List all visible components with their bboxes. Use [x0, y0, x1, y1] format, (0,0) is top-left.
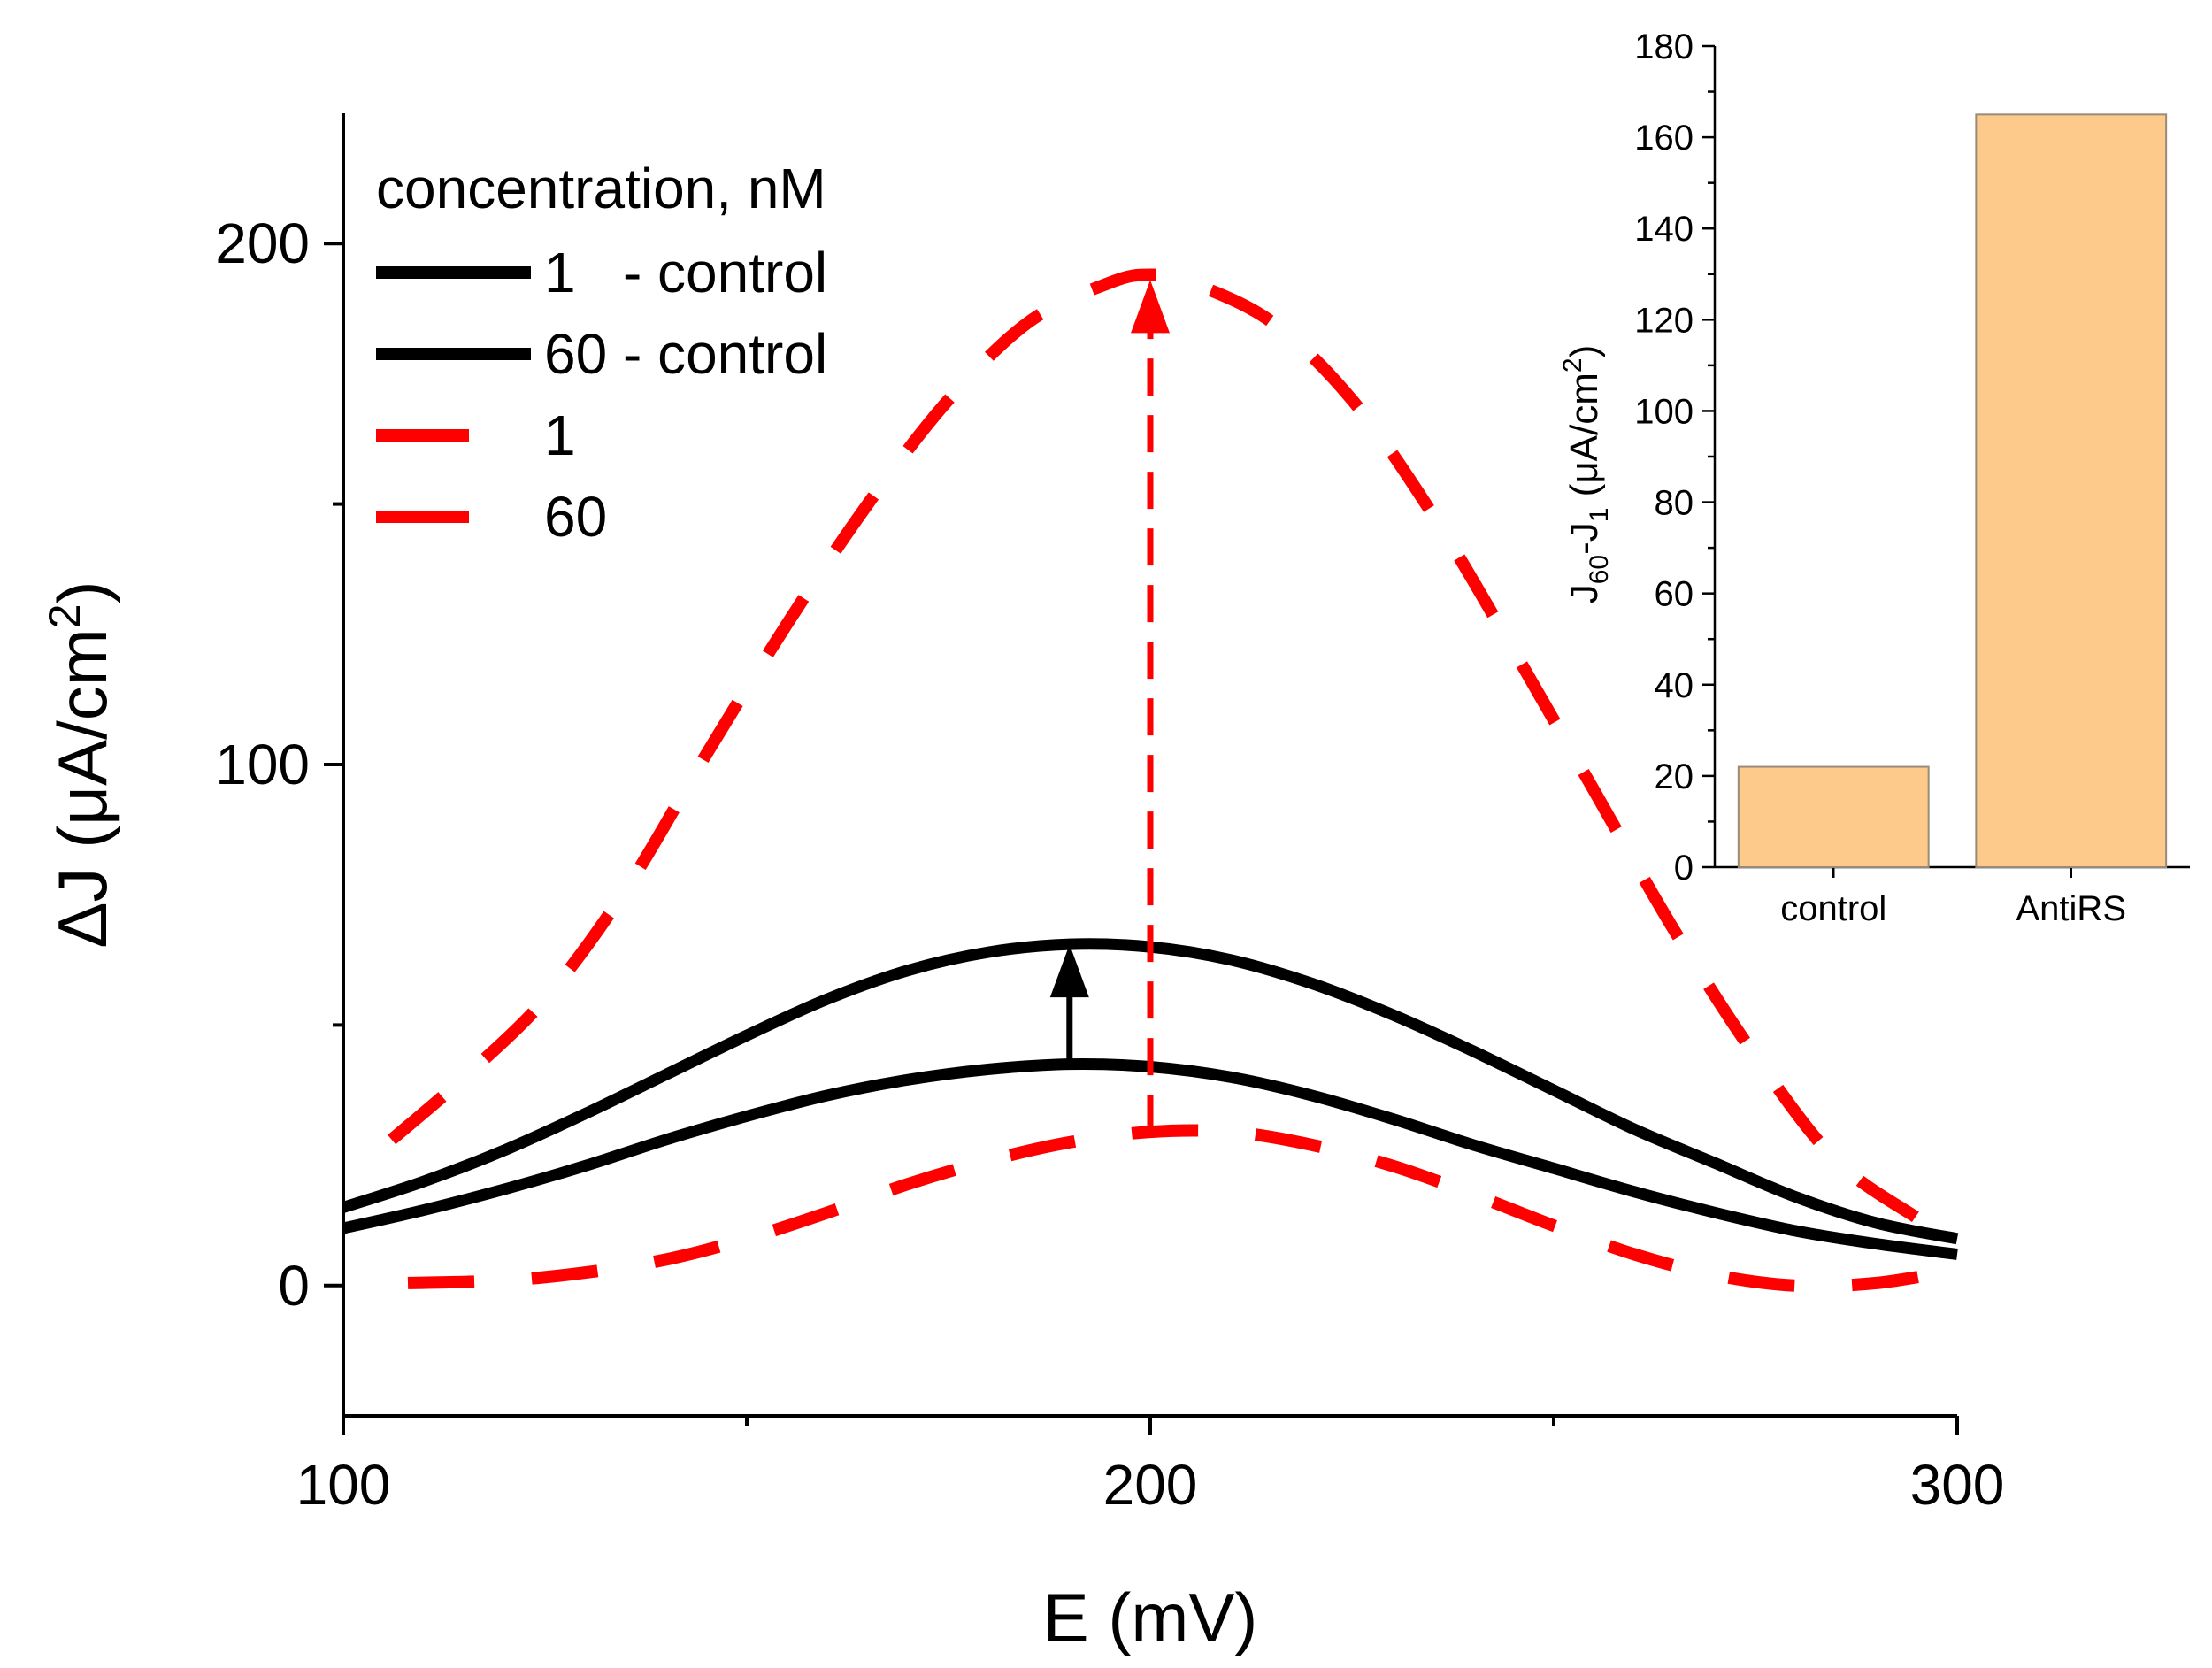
inset-ylabel-sub1: 60 — [1585, 555, 1614, 584]
legend-label-60-control: 60 - control — [544, 322, 827, 386]
inset-y-tick-label: 140 — [1634, 210, 1694, 249]
inset-bar-control — [1737, 765, 1930, 868]
legend-item-60: 60 — [376, 485, 607, 549]
legend-label-1: 1 — [544, 404, 576, 467]
legend-label-1-control: 1 - control — [544, 241, 827, 304]
y-axis-title: ΔJ (μA/cm2) — [40, 580, 121, 948]
y-tick-label: 200 — [215, 211, 310, 275]
inset-axes: 0 20 40 60 80 100 120 140 160 180 control AntiRS — [1634, 27, 2190, 928]
inset-y-tick-label: 160 — [1634, 119, 1694, 158]
legend: concentration, nM 1 - control 60 - contr… — [376, 157, 827, 549]
inset-ylabel-j: J — [1563, 584, 1606, 603]
main-arrows — [1049, 280, 1170, 1133]
control-arrow-head — [1049, 944, 1089, 998]
legend-title: concentration, nM — [376, 157, 826, 220]
x-tick-label: 200 — [1103, 1453, 1198, 1517]
antirs-arrow-head — [1131, 280, 1170, 334]
inset-ylabel-open: (μA/cm — [1563, 373, 1606, 507]
inset-ylabel-sub2: 1 — [1585, 508, 1614, 523]
inset-y-tick-label: 80 — [1655, 484, 1694, 523]
y-axis-title-end: ) — [43, 580, 121, 603]
legend-label-60: 60 — [544, 485, 607, 549]
inset-bar-antirs — [1975, 113, 2168, 869]
inset-y-tick-label: 180 — [1634, 27, 1694, 66]
inset-y-tick-label: 60 — [1655, 575, 1694, 614]
inset-y-tick-label: 100 — [1634, 392, 1694, 431]
x-axis-title: E (mV) — [1043, 1579, 1258, 1656]
inset-x-tick-label: control — [1780, 889, 1886, 928]
inset-y-axis-title: J60-J1 (μA/cm2) — [1558, 345, 1614, 604]
inset-bars — [1737, 113, 2168, 869]
inset-x-tick-label: AntiRS — [2016, 889, 2127, 928]
y-axis-title-sup: 2 — [40, 603, 89, 628]
legend-item-1-control: 1 - control — [376, 241, 827, 304]
legend-item-1: 1 — [376, 404, 576, 467]
inset-ylabel-sup: 2 — [1558, 357, 1587, 373]
inset-y-tick-label: 20 — [1655, 757, 1694, 796]
series-60-line — [388, 268, 1921, 1224]
inset-ylabel-close: ) — [1563, 345, 1606, 358]
inset-ylabel-dash: -J — [1563, 522, 1606, 555]
series-1-line — [407, 1124, 1959, 1293]
inset-y-tick-label: 0 — [1674, 849, 1694, 888]
y-tick-label: 0 — [278, 1254, 310, 1318]
inset-y-tick-label: 40 — [1655, 666, 1694, 705]
legend-item-60-control: 60 - control — [376, 322, 827, 386]
y-tick-label: 100 — [215, 733, 310, 796]
inset-y-tick-label: 120 — [1634, 301, 1694, 340]
x-tick-label: 100 — [296, 1453, 391, 1517]
x-tick-label: 300 — [1910, 1453, 2005, 1517]
y-axis-title-base: ΔJ (μA/cm — [43, 628, 121, 948]
